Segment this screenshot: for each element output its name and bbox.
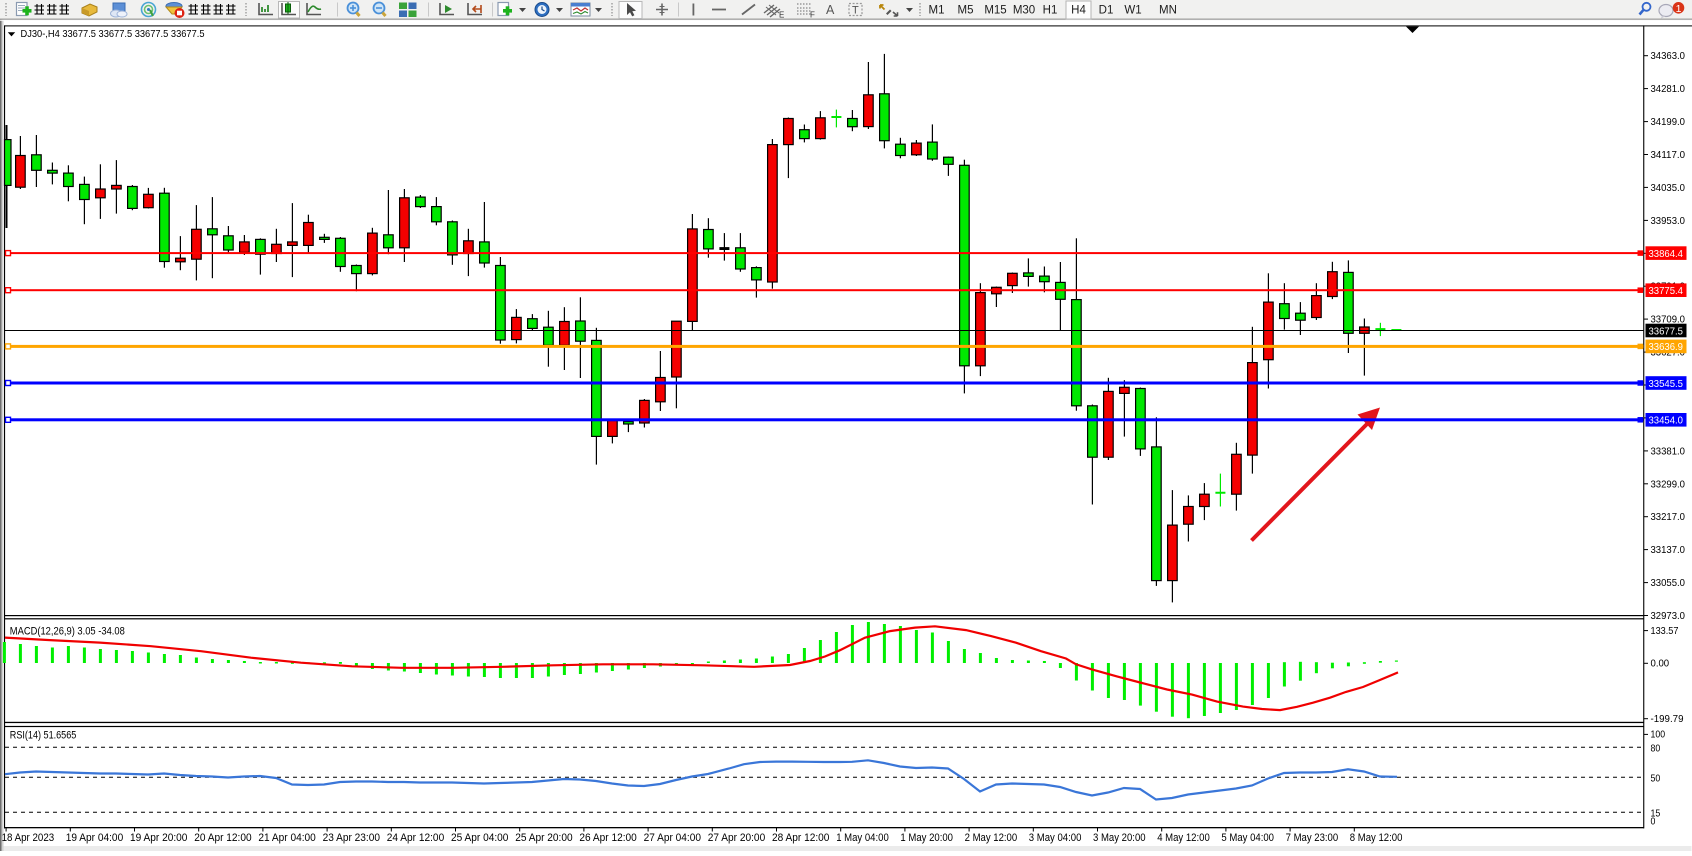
svg-text:33677.5: 33677.5 bbox=[1649, 325, 1684, 337]
svg-text:28 Apr 12:00: 28 Apr 12:00 bbox=[772, 832, 829, 844]
svg-text:33137.0: 33137.0 bbox=[1651, 544, 1686, 556]
svg-text:M1: M1 bbox=[929, 5, 945, 17]
svg-text:W1: W1 bbox=[1124, 5, 1141, 17]
svg-text:7 May 23:00: 7 May 23:00 bbox=[1286, 832, 1339, 844]
svg-text:0: 0 bbox=[1651, 816, 1656, 828]
svg-text:19 Apr 04:00: 19 Apr 04:00 bbox=[66, 832, 123, 844]
svg-text:26 Apr 12:00: 26 Apr 12:00 bbox=[579, 832, 636, 844]
svg-text:23 Apr 23:00: 23 Apr 23:00 bbox=[323, 832, 380, 844]
svg-text:27 Apr 04:00: 27 Apr 04:00 bbox=[644, 832, 701, 844]
svg-text:H4: H4 bbox=[1071, 5, 1086, 17]
svg-text:19 Apr 20:00: 19 Apr 20:00 bbox=[130, 832, 187, 844]
svg-text:M15: M15 bbox=[984, 5, 1006, 17]
svg-text:33545.5: 33545.5 bbox=[1649, 378, 1684, 390]
svg-text:RSI(14) 51.6565: RSI(14) 51.6565 bbox=[10, 730, 77, 742]
svg-text:DJ30-,H4 33677.5 33677.5 3367: DJ30-,H4 33677.5 33677.5 33677.5 33677.5 bbox=[21, 28, 205, 40]
svg-text:33055.0: 33055.0 bbox=[1651, 577, 1686, 589]
svg-text:33299.0: 33299.0 bbox=[1651, 478, 1686, 490]
svg-text:27 Apr 20:00: 27 Apr 20:00 bbox=[708, 832, 765, 844]
svg-text:4 May 12:00: 4 May 12:00 bbox=[1157, 832, 1210, 844]
svg-text:33381.0: 33381.0 bbox=[1651, 445, 1686, 457]
svg-text:24 Apr 12:00: 24 Apr 12:00 bbox=[387, 832, 444, 844]
svg-text:100: 100 bbox=[1651, 729, 1666, 741]
svg-text:50: 50 bbox=[1651, 772, 1661, 784]
svg-text:33864.4: 33864.4 bbox=[1649, 248, 1684, 260]
svg-text:33709.0: 33709.0 bbox=[1651, 314, 1686, 326]
svg-text:1 May 20:00: 1 May 20:00 bbox=[900, 832, 953, 844]
svg-text:A: A bbox=[826, 3, 835, 17]
svg-text:25 Apr 20:00: 25 Apr 20:00 bbox=[515, 832, 572, 844]
svg-text:133.57: 133.57 bbox=[1651, 625, 1679, 637]
svg-text:33454.0: 33454.0 bbox=[1649, 415, 1684, 427]
svg-text:H1: H1 bbox=[1043, 5, 1058, 17]
svg-text:34281.0: 34281.0 bbox=[1651, 83, 1686, 95]
svg-text:2 May 12:00: 2 May 12:00 bbox=[965, 832, 1018, 844]
svg-text:34035.0: 34035.0 bbox=[1651, 182, 1686, 194]
svg-text:F: F bbox=[810, 11, 815, 20]
svg-text:E: E bbox=[779, 11, 784, 20]
svg-text:34363.0: 34363.0 bbox=[1651, 50, 1686, 62]
svg-text:0.00: 0.00 bbox=[1651, 658, 1670, 670]
svg-text:-199.79: -199.79 bbox=[1651, 713, 1684, 725]
svg-text:1: 1 bbox=[1676, 3, 1682, 15]
svg-text:3 May 20:00: 3 May 20:00 bbox=[1093, 832, 1146, 844]
svg-text:1 May 04:00: 1 May 04:00 bbox=[836, 832, 889, 844]
svg-text:MN: MN bbox=[1159, 5, 1177, 17]
svg-text:33953.0: 33953.0 bbox=[1651, 215, 1686, 227]
svg-text:80: 80 bbox=[1651, 742, 1661, 754]
svg-text:25 Apr 04:00: 25 Apr 04:00 bbox=[451, 832, 508, 844]
svg-text:8 May 12:00: 8 May 12:00 bbox=[1350, 832, 1403, 844]
svg-text:34117.0: 34117.0 bbox=[1651, 149, 1686, 161]
svg-text:32973.0: 32973.0 bbox=[1651, 610, 1686, 622]
svg-text:34199.0: 34199.0 bbox=[1651, 116, 1686, 128]
svg-text:3 May 04:00: 3 May 04:00 bbox=[1029, 832, 1082, 844]
svg-text:T: T bbox=[852, 5, 859, 17]
svg-text:21 Apr 04:00: 21 Apr 04:00 bbox=[258, 832, 315, 844]
svg-text:33775.4: 33775.4 bbox=[1649, 285, 1684, 297]
svg-text:15: 15 bbox=[1651, 807, 1661, 819]
svg-text:20 Apr 12:00: 20 Apr 12:00 bbox=[194, 832, 251, 844]
svg-text:MACD(12,26,9) 3.05 -34.08: MACD(12,26,9) 3.05 -34.08 bbox=[10, 626, 125, 638]
svg-text:D1: D1 bbox=[1099, 5, 1114, 17]
svg-text:33217.0: 33217.0 bbox=[1651, 511, 1686, 523]
svg-text:33636.9: 33636.9 bbox=[1649, 341, 1684, 353]
svg-text:5 May 04:00: 5 May 04:00 bbox=[1221, 832, 1274, 844]
svg-text:18 Apr 2023: 18 Apr 2023 bbox=[2, 832, 55, 844]
svg-text:M5: M5 bbox=[958, 5, 974, 17]
svg-text:M30: M30 bbox=[1013, 5, 1035, 17]
